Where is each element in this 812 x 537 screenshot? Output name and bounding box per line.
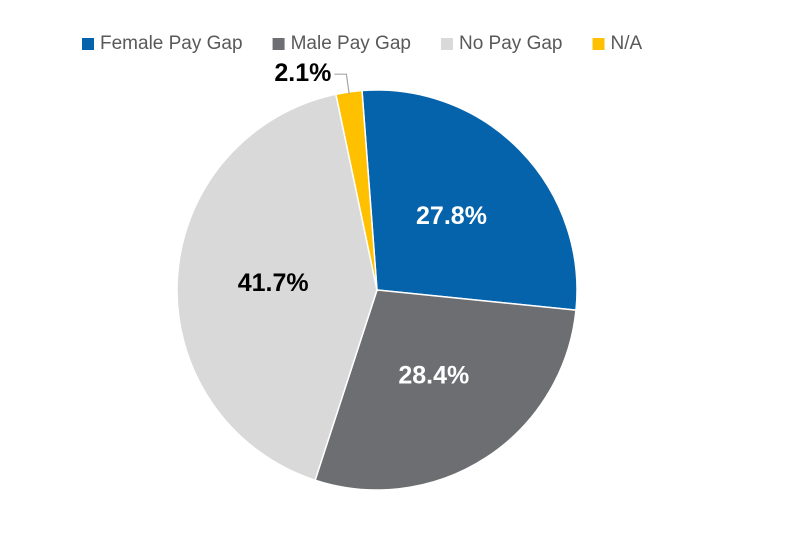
- legend-swatch-female-pay-gap: [82, 38, 94, 50]
- legend-label-no-pay-gap: No Pay Gap: [459, 33, 563, 54]
- data-labels: 27.8% 28.4% 41.7% 2.1%: [238, 59, 487, 390]
- slice-female-pay-gap: [361, 89, 578, 311]
- data-label-male-pay-gap: 28.4%: [398, 362, 469, 390]
- data-label-n-a: 2.1%: [274, 59, 331, 87]
- legend: Female Pay Gap Male Pay Gap No Pay Gap N/A: [82, 33, 642, 54]
- legend-label-female-pay-gap: Female Pay Gap: [100, 33, 243, 54]
- legend-swatch-male-pay-gap: [272, 38, 285, 50]
- data-label-no-pay-gap: 41.7%: [238, 269, 309, 297]
- legend-label-n-a: N/A: [610, 33, 642, 54]
- slice-male-pay-gap: [314, 289, 577, 491]
- leader-line-n-a: [334, 73, 350, 95]
- legend-swatch-n-a: [592, 38, 605, 50]
- legend-label-male-pay-gap: Male Pay Gap: [291, 33, 411, 54]
- legend-swatch-no-pay-gap: [440, 38, 453, 50]
- slice-no-pay-gap: [176, 93, 378, 482]
- pie-slices: [176, 89, 578, 491]
- data-label-female-pay-gap: 27.8%: [416, 202, 487, 230]
